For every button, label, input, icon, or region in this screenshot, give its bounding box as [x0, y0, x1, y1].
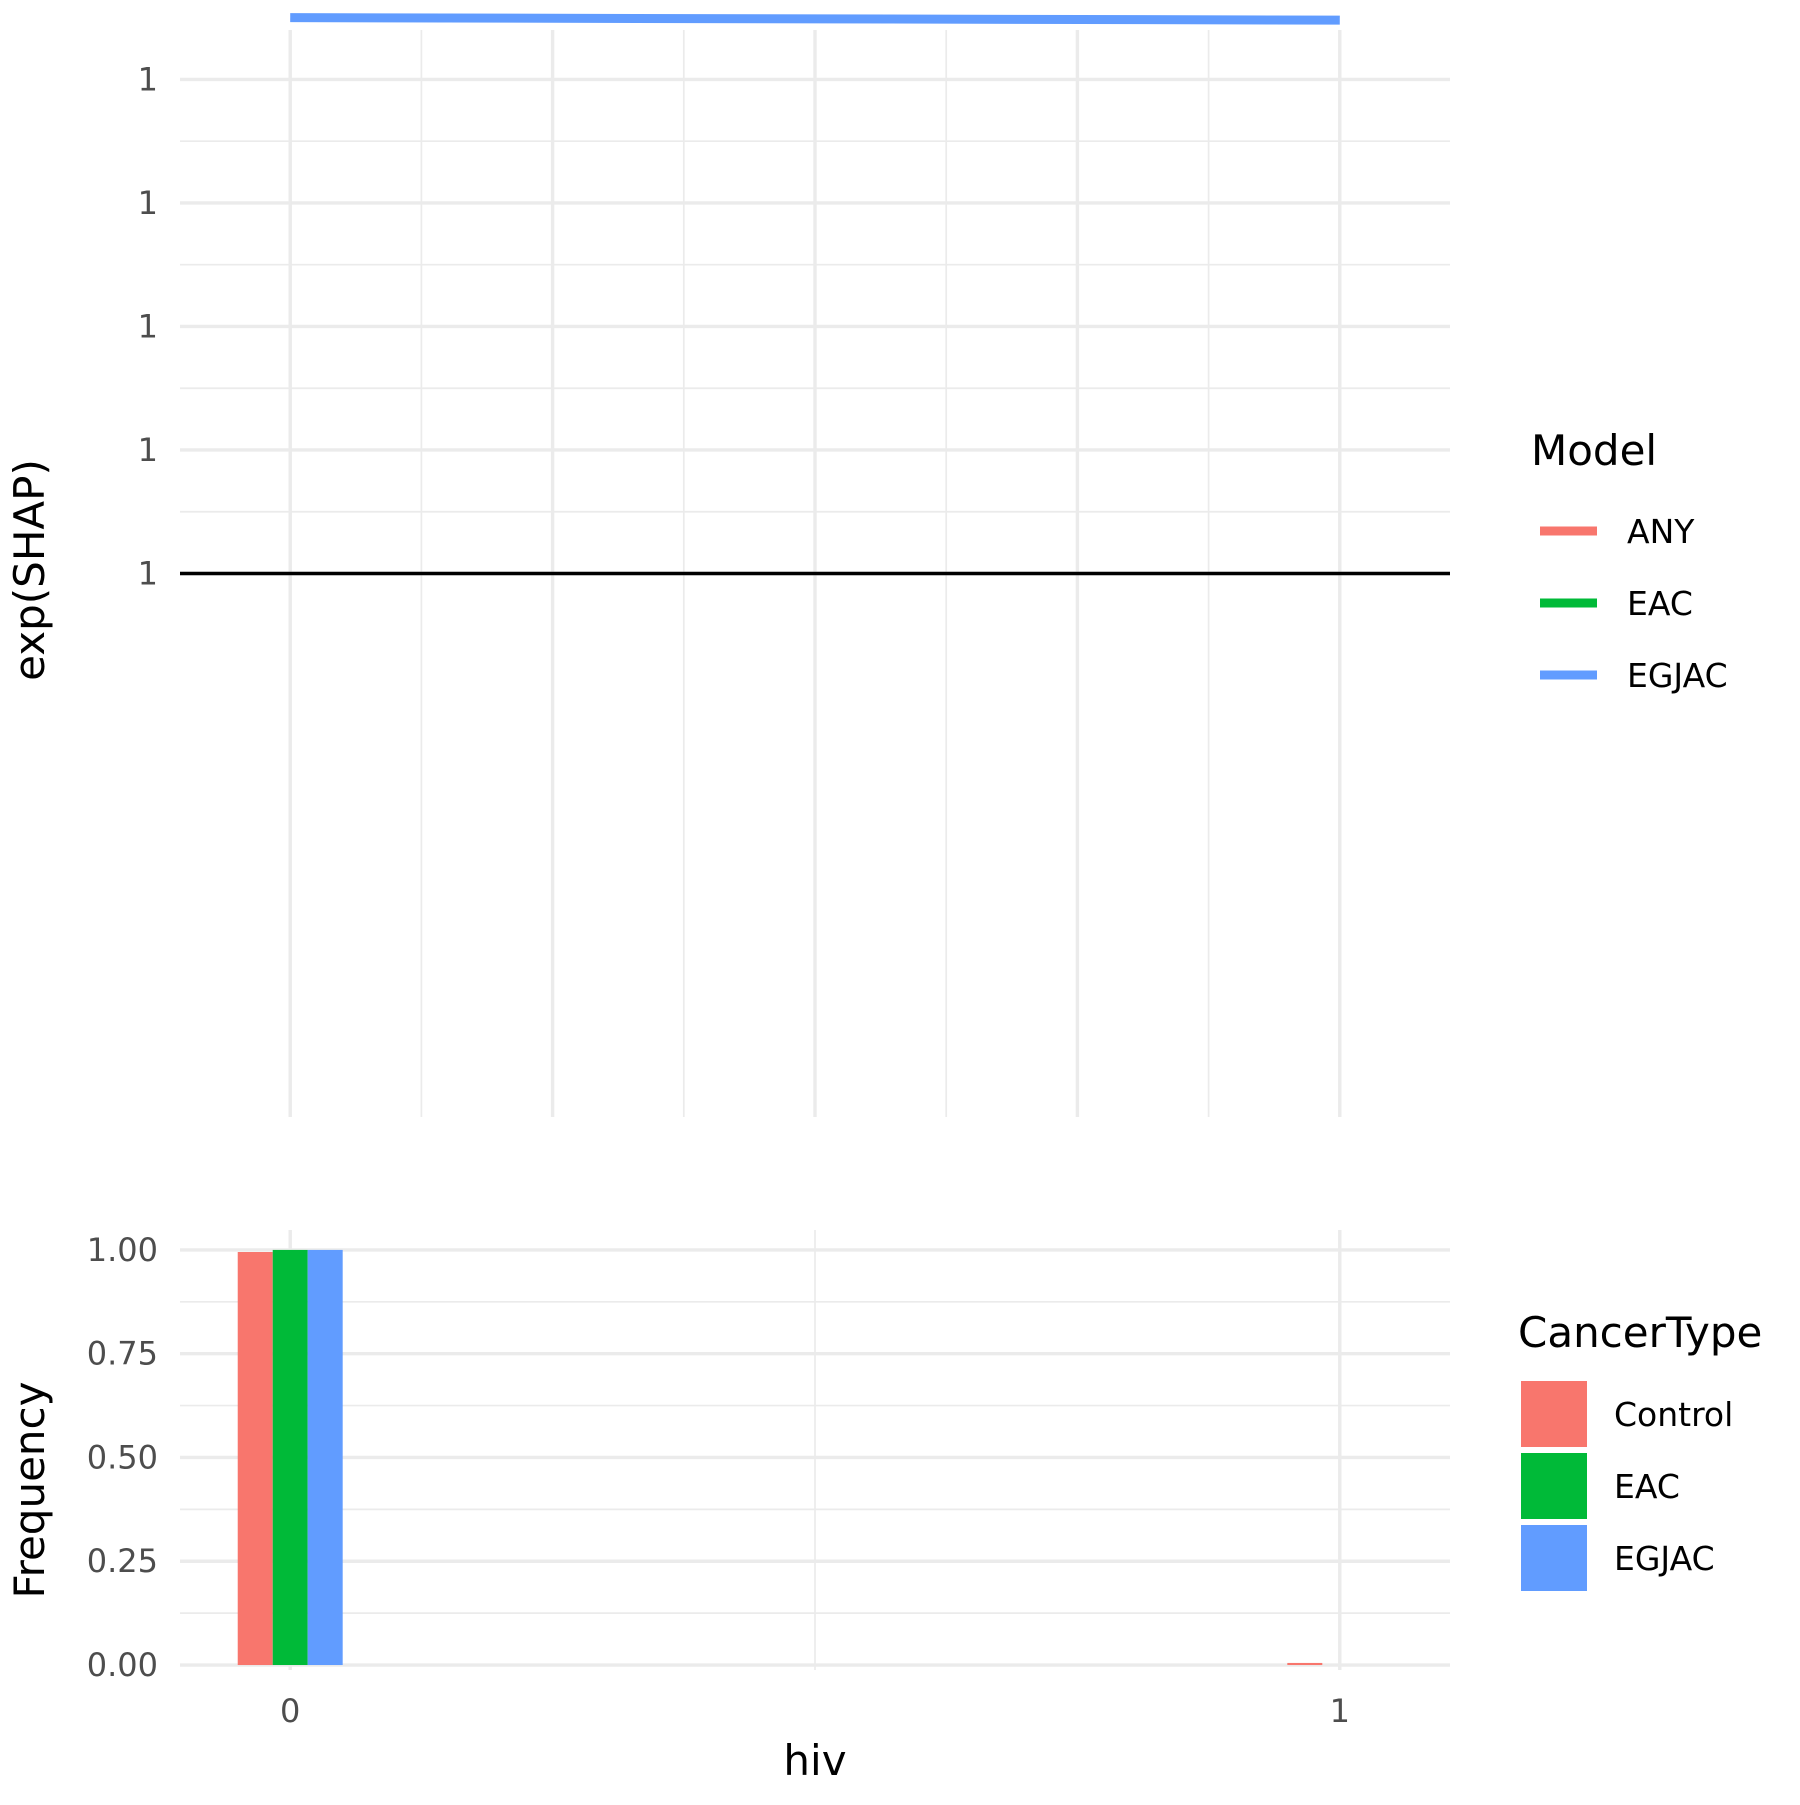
frequency-y-tick-labels: 0.00 0.25 0.50 0.75 1.00 — [87, 1231, 158, 1684]
cancertype-legend-title: CancerType — [1518, 1308, 1762, 1357]
cancertype-legend: CancerType Control EAC EGJAC — [1518, 1308, 1762, 1591]
shap-y-tick-label: 1 — [138, 307, 158, 345]
frequency-y-tick-label: 0.00 — [87, 1646, 158, 1684]
cancertype-legend-key-control — [1521, 1381, 1587, 1447]
frequency-x-tick-label: 0 — [280, 1692, 300, 1730]
cancertype-legend-label-control: Control — [1614, 1395, 1733, 1434]
bar-eac-0 — [272, 1249, 308, 1666]
frequency-x-axis-title: hiv — [783, 1736, 846, 1785]
shap-y-tick-label: 1 — [138, 431, 158, 469]
shap-panel: 1 1 1 1 1 exp(SHAP) Model ANY EAC EGJAC — [5, 13, 1728, 1117]
frequency-y-tick-label: 0.50 — [87, 1438, 158, 1476]
shap-series-layer — [290, 13, 1340, 25]
frequency-x-tick-label: 1 — [1330, 1692, 1350, 1730]
cancertype-legend-key-egjac — [1521, 1525, 1587, 1591]
model-legend-label-any: ANY — [1627, 512, 1695, 551]
frequency-y-tick-label: 0.75 — [87, 1335, 158, 1373]
model-legend-label-eac: EAC — [1627, 584, 1693, 623]
shap-y-tick-label: 1 — [138, 555, 158, 593]
shap-y-tick-labels: 1 1 1 1 1 — [138, 60, 158, 592]
frequency-bars — [237, 1249, 1323, 1666]
shap-y-tick-label: 1 — [138, 184, 158, 222]
cancertype-legend-key-eac — [1521, 1453, 1587, 1519]
bar-egjac-0 — [307, 1249, 343, 1666]
frequency-gridlines — [180, 1230, 1450, 1670]
frequency-y-tick-label: 1.00 — [87, 1231, 158, 1269]
bar-control-1 — [1287, 1662, 1323, 1666]
bar-control-0 — [237, 1252, 273, 1666]
shap-y-tick-label: 1 — [138, 60, 158, 98]
series-line-egjac — [290, 13, 1340, 25]
model-legend: Model ANY EAC EGJAC — [1531, 426, 1728, 695]
shap-y-axis-title: exp(SHAP) — [5, 459, 54, 681]
frequency-y-tick-label: 0.25 — [87, 1542, 158, 1580]
model-legend-title: Model — [1531, 426, 1657, 475]
cancertype-legend-label-eac: EAC — [1614, 1467, 1680, 1506]
frequency-y-axis-title: Frequency — [5, 1382, 54, 1599]
cancertype-legend-label-egjac: EGJAC — [1614, 1539, 1715, 1578]
model-legend-label-egjac: EGJAC — [1627, 656, 1728, 695]
